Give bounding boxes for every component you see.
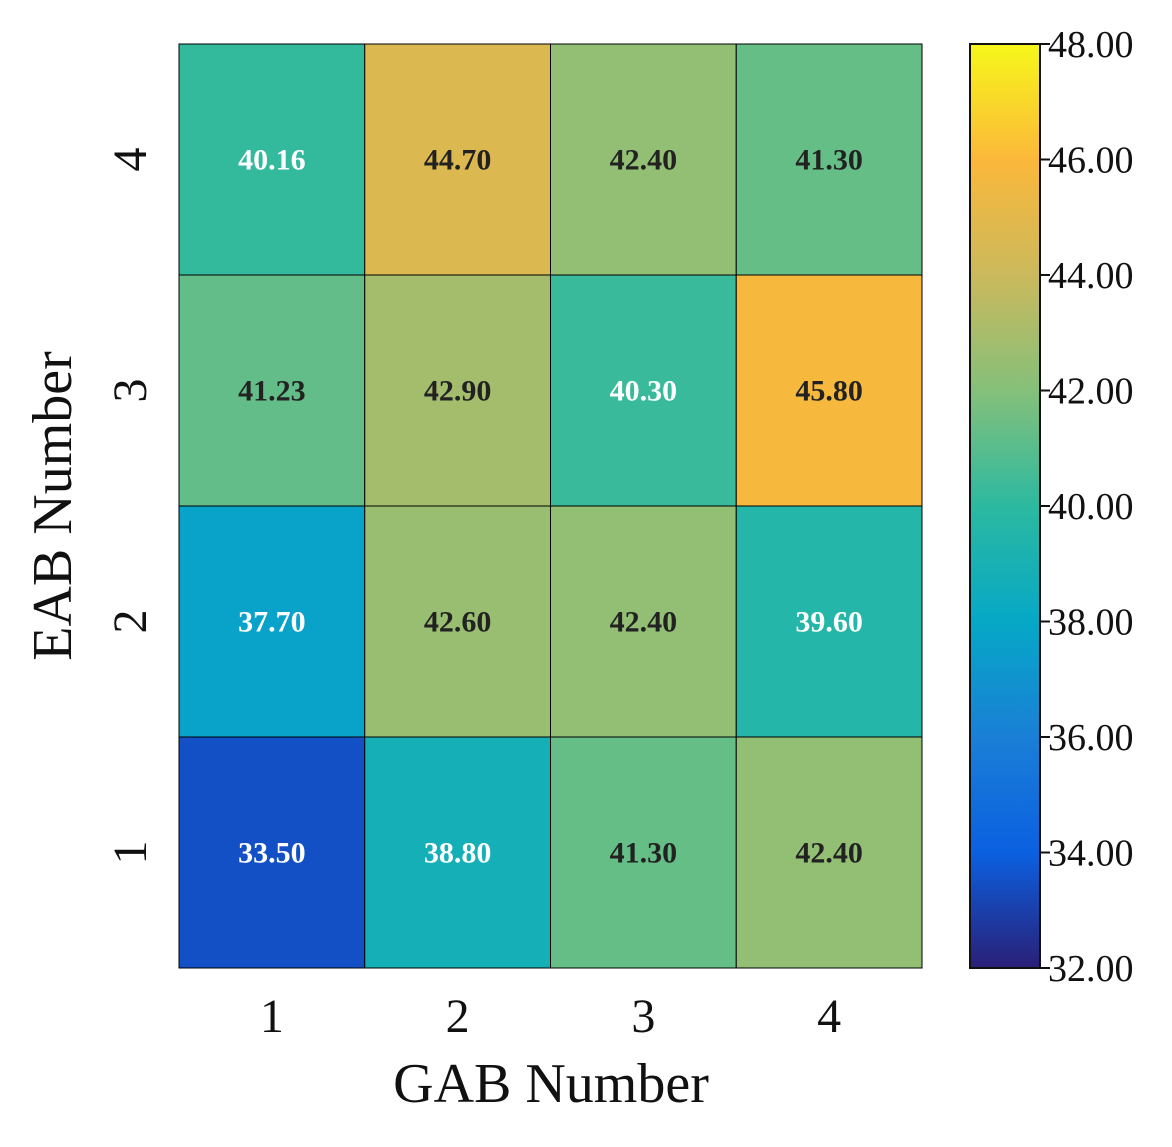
- heatmap-cell-eab1-gab4: [735, 736, 923, 969]
- x-tick-label: 4: [817, 990, 841, 1043]
- cell-value-label: 42.60: [424, 606, 492, 639]
- colorbar-tick-label: 40.00: [1048, 486, 1134, 528]
- x-tick-label: 1: [260, 990, 284, 1043]
- heatmap-cell-eab3-gab4: [735, 274, 923, 507]
- heatmap-cell-eab4-gab2: [364, 43, 551, 276]
- colorbar: 32.00 34.00 36.00 38.00 40.00 42.00 44.00 46.00…: [969, 24, 1134, 990]
- heatmap-cell-eab2-gab1: [178, 505, 366, 738]
- heatmap-cell-eab2-gab2: [364, 505, 551, 738]
- cell-value-label: 41.23: [238, 375, 306, 408]
- y-tick-label: 3: [104, 379, 157, 403]
- x-tick-label: 2: [446, 990, 470, 1043]
- heatmap-cell-eab1-gab2: [364, 736, 551, 969]
- x-tick-label: 3: [631, 990, 655, 1043]
- heatmap-cell-eab3-gab1: [178, 274, 366, 507]
- heatmap-cell-eab2-gab4: [735, 505, 923, 738]
- heatmap-cell-eab3-gab2: [364, 274, 551, 507]
- cell-value-label: 42.40: [795, 837, 863, 870]
- colorbar-tick-label: 42.00: [1048, 371, 1134, 413]
- cell-value-label: 37.70: [238, 606, 306, 639]
- cell-value-label: 39.60: [795, 606, 863, 639]
- cell-value-label: 41.30: [795, 144, 863, 177]
- colorbar-ticks: 32.00 34.00 36.00 38.00 40.00 42.00 44.00 46.00…: [1040, 24, 1134, 990]
- heatmap-cell-labels: 33.50 38.80 41.30 42.40 37.70 42.60 42.40 39.60…: [238, 144, 863, 870]
- cell-value-label: 40.30: [610, 375, 678, 408]
- colorbar-tick-label: 32.00: [1048, 948, 1134, 990]
- cell-value-label: 41.30: [610, 837, 678, 870]
- colorbar-tick-label: 46.00: [1048, 140, 1134, 182]
- heatmap-cell-eab4-gab4: [735, 43, 923, 276]
- cell-value-label: 42.40: [610, 144, 678, 177]
- cell-value-label: 45.80: [795, 375, 863, 408]
- cell-value-label: 42.90: [424, 375, 492, 408]
- cell-value-label: 42.40: [610, 606, 678, 639]
- colorbar-tick-label: 48.00: [1048, 24, 1134, 66]
- y-tick-label: 4: [104, 148, 157, 172]
- colorbar-tick-label: 38.00: [1048, 602, 1134, 644]
- cell-value-label: 40.16: [238, 144, 306, 177]
- heatmap-cell-eab2-gab3: [550, 505, 737, 738]
- heatmap-cell-eab4-gab1: [178, 43, 366, 276]
- heatmap-cell-eab1-gab1: [178, 736, 366, 969]
- y-axis-label: EAB Number: [22, 351, 84, 661]
- y-axis-ticks: 1 2 3 4: [104, 148, 157, 865]
- heatmap-cells: [178, 43, 923, 969]
- colorbar-tick-label: 34.00: [1048, 833, 1134, 875]
- colorbar-tick-label: 36.00: [1048, 717, 1134, 759]
- x-axis-label: GAB Number: [393, 1053, 709, 1115]
- colorbar-gradient: [969, 43, 1041, 969]
- cell-value-label: 44.70: [424, 144, 492, 177]
- x-axis-ticks: 1 2 3 4: [260, 990, 841, 1043]
- y-tick-label: 2: [104, 610, 157, 634]
- cell-value-label: 38.80: [424, 837, 492, 870]
- colorbar-tick-label: 44.00: [1048, 255, 1134, 297]
- y-tick-label: 1: [104, 841, 157, 865]
- heatmap-cell-eab4-gab3: [550, 43, 737, 276]
- cell-value-label: 33.50: [238, 837, 306, 870]
